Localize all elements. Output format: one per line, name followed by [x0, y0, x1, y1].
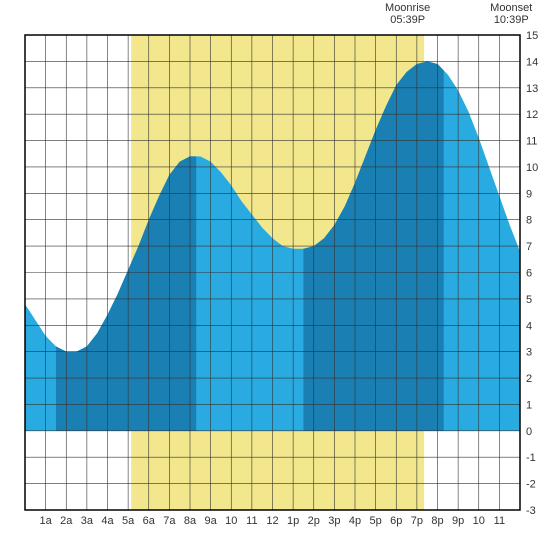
x-tick-label: 8a — [184, 515, 197, 527]
y-tick-label: 14 — [526, 56, 538, 68]
y-tick-label: 4 — [526, 320, 532, 332]
y-tick-label: 9 — [526, 188, 532, 200]
y-tick-label: -2 — [526, 479, 536, 491]
x-tick-label: 7p — [411, 515, 423, 527]
y-tick-label: 12 — [526, 109, 538, 121]
y-tick-label: 7 — [526, 241, 532, 253]
moonrise-title: Moonrise — [385, 2, 430, 14]
x-tick-label: 1p — [287, 515, 299, 527]
y-tick-label: 15 — [526, 30, 538, 42]
x-tick-label: 8p — [431, 515, 443, 527]
chart-svg: 1a2a3a4a5a6a7a8a9a1011121p2p3p4p5p6p7p8p… — [0, 0, 550, 550]
x-tick-label: 5p — [370, 515, 382, 527]
x-tick-label: 1a — [40, 515, 53, 527]
y-tick-label: 10 — [526, 162, 538, 174]
x-tick-label: 10 — [225, 515, 237, 527]
x-tick-label: 9a — [205, 515, 218, 527]
x-tick-label: 7a — [163, 515, 176, 527]
tide-chart: Moonrise 05:39P Moonset 10:39P 1a 2a 3a 4a 5… — [0, 0, 550, 550]
y-tick-label: -1 — [526, 452, 536, 464]
y-tick-label: 8 — [526, 215, 532, 227]
x-tick-label: 2p — [308, 515, 320, 527]
y-tick-label: 13 — [526, 83, 538, 95]
y-tick-label: 6 — [526, 268, 532, 280]
x-tick-label: 3p — [328, 515, 340, 527]
moonset-label: Moonset 10:39P — [490, 2, 532, 26]
y-tick-label: -3 — [526, 505, 536, 517]
x-tick-label: 4a — [101, 515, 114, 527]
moonset-title: Moonset — [490, 2, 532, 14]
x-tick-label: 9p — [452, 515, 464, 527]
x-tick-label: 10 — [473, 515, 485, 527]
x-tick-label: 6a — [143, 515, 156, 527]
x-tick-label: 12 — [266, 515, 278, 527]
x-tick-label: 6p — [390, 515, 402, 527]
x-tick-label: 11 — [246, 515, 257, 527]
y-tick-label: 11 — [526, 136, 537, 148]
x-tick-label: 3a — [81, 515, 94, 527]
moonrise-time: 05:39P — [385, 14, 430, 26]
x-tick-label: 5a — [122, 515, 135, 527]
x-tick-label: 2a — [60, 515, 73, 527]
moonset-time: 10:39P — [490, 14, 532, 26]
y-tick-label: 0 — [526, 426, 532, 438]
y-tick-label: 1 — [526, 399, 532, 411]
x-tick-label: 4p — [349, 515, 361, 527]
moonrise-label: Moonrise 05:39P — [385, 2, 430, 26]
y-tick-label: 2 — [526, 373, 532, 385]
x-tick-label: 11 — [494, 515, 505, 527]
y-tick-label: 3 — [526, 347, 532, 359]
y-tick-label: 5 — [526, 294, 532, 306]
